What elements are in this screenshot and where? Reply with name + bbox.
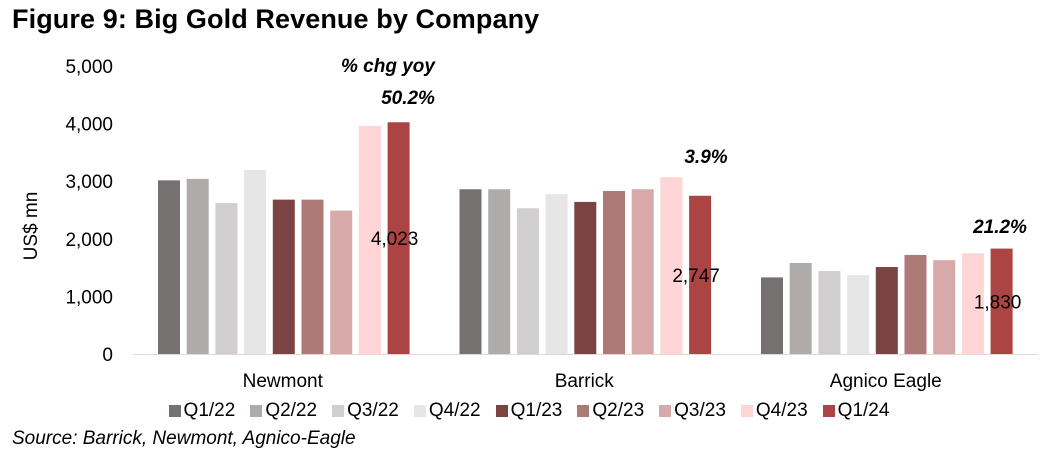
legend-item: Q1/24 [821,400,890,422]
bar-newmont-q3-23 [330,210,353,354]
bar-agnico-eagle-q3-23 [933,260,956,354]
y-tick-label: 1,000 [65,287,113,308]
legend-item: Q4/22 [412,400,481,422]
bar-agnico-eagle-q1-24 [990,248,1013,354]
bar-newmont-q4-23 [358,125,381,355]
y-tick-label: 2,000 [65,230,113,251]
bar-agnico-eagle-q1-23 [875,267,898,354]
legend-item: Q1/23 [494,400,563,422]
y-axis: 0 1,000 2,000 3,000 4,000 5,000 US$ mn [21,57,1038,366]
category-label: Agnico Eagle [830,371,942,392]
bar-barrick-q1-24 [689,195,712,354]
data-label: 1,830 [974,292,1022,313]
legend-swatch [822,405,835,417]
legend-item: Q2/22 [248,400,317,422]
bar-newmont-q3-22 [215,203,238,354]
legend-label: Q3/22 [347,400,399,421]
yoy-annotation: 50.2% [381,88,435,109]
bar-agnico-eagle-q4-23 [961,253,984,354]
legend-swatch [740,405,753,417]
bar-newmont-q2-22 [186,178,209,354]
legend-swatch [659,405,672,417]
legend-swatch [168,405,181,417]
bar-agnico-eagle-q2-22 [789,262,812,354]
bar-agnico-eagle-q4-22 [847,275,870,354]
source-note: Source: Barrick, Newmont, Agnico-Eagle [12,428,356,449]
bar-barrick-q2-23 [603,190,625,354]
bars [158,122,1013,355]
category-label: Newmont [243,371,324,392]
y-tick-label: 5,000 [65,57,113,78]
y-axis-label: US$ mn [21,192,42,261]
bar-newmont-q4-22 [244,169,267,354]
bar-agnico-eagle-q2-23 [904,254,927,354]
legend-label: Q1/22 [183,400,236,421]
legend-item: Q2/23 [575,400,644,422]
yoy-annotation: % chg yoy [341,56,436,77]
yoy-annotation: 21.2% [972,217,1027,238]
bar-newmont-q1-24 [387,122,410,354]
bar-newmont-q2-23 [301,199,324,354]
bar-newmont-q1-23 [272,199,295,354]
bar-barrick-q4-22 [545,194,568,354]
legend-item: Q3/22 [330,400,399,422]
legend-swatch [332,405,345,417]
legend-label: Q1/24 [837,400,890,421]
legend-label: Q2/23 [592,400,645,421]
y-tick-label: 3,000 [65,172,113,193]
yoy-annotation: 3.9% [684,147,727,168]
legend-label: Q3/23 [674,400,726,421]
legend-label: Q4/23 [755,400,808,421]
bar-newmont-q1-22 [158,180,180,354]
y-tick-label: 4,000 [65,115,113,136]
data-label: 4,023 [371,229,419,250]
legend-item: Q3/23 [657,400,726,422]
bar-agnico-eagle-q3-22 [818,271,841,354]
category-label: Barrick [555,371,615,392]
y-tick-label: 0 [102,345,113,366]
legend-label: Q2/22 [265,400,318,421]
legend-swatch [577,405,590,417]
bar-barrick-q3-22 [516,208,539,354]
legend-swatch [413,405,426,417]
bar-barrick-q1-23 [574,201,597,354]
legend: Q1/22 Q2/22 Q3/22 Q4/22 Q1/23 Q2/23 Q3/23 Q4/23… [0,400,1056,422]
chart-title: Figure 9: Big Gold Revenue by Company [12,4,540,34]
bar-agnico-eagle-q1-22 [761,277,783,354]
data-label: 2,747 [672,266,720,287]
legend-swatch [495,405,508,417]
legend-item: Q4/23 [739,400,808,422]
bar-barrick-q3-23 [631,189,654,354]
bar-barrick-q2-22 [488,189,511,354]
bar-barrick-q1-22 [459,189,482,354]
legend-label: Q1/23 [510,400,563,421]
legend-item: Q1/22 [167,400,236,422]
labels: Newmont Barrick Agnico Eagle 4,023 2,747 1,83… [243,56,1027,392]
bar-barrick-q4-23 [660,177,683,354]
legend-label: Q4/22 [428,400,481,421]
legend-swatch [250,405,263,417]
